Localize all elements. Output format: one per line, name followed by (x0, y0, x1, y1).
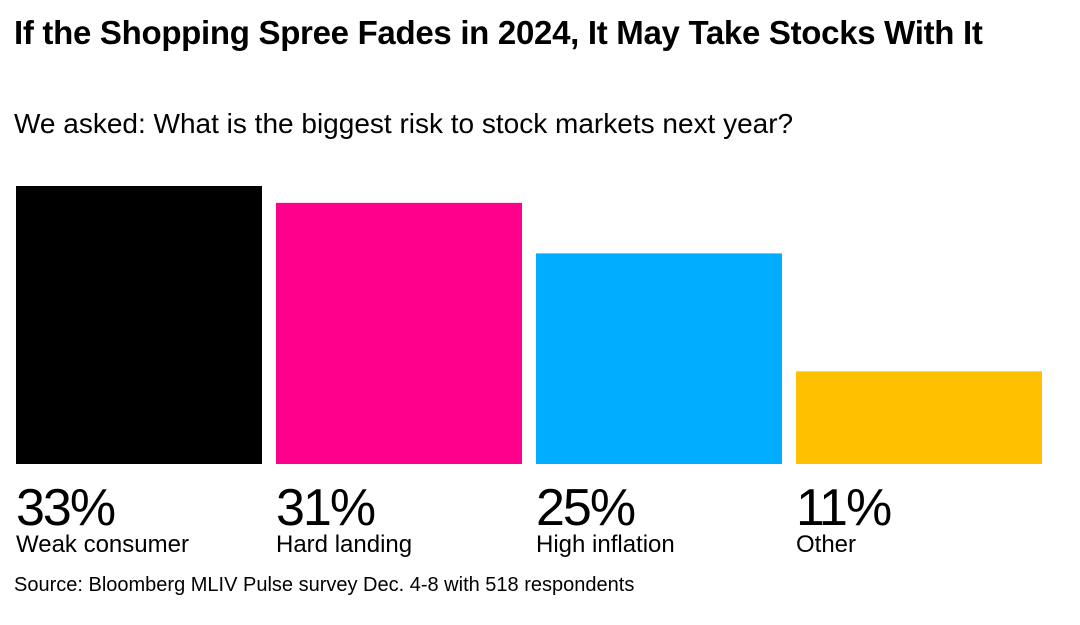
bar-high-inflation (536, 253, 782, 464)
bar-weak-consumer (16, 186, 262, 464)
value-label: 25% (536, 479, 635, 537)
category-label: High inflation (536, 531, 675, 558)
category-label: Weak consumer (16, 531, 189, 558)
bar-hard-landing (276, 203, 522, 464)
source-note: Source: Bloomberg MLIV Pulse survey Dec.… (14, 573, 634, 597)
category-label: Other (796, 531, 856, 558)
value-label: 31% (276, 479, 375, 537)
value-label: 11% (796, 479, 891, 537)
bar-chart: 33%Weak consumer 31%Hard landing 25%High i… (0, 0, 1080, 625)
bar-other (796, 371, 1042, 464)
category-label: Hard landing (276, 531, 412, 558)
value-label: 33% (16, 479, 115, 537)
